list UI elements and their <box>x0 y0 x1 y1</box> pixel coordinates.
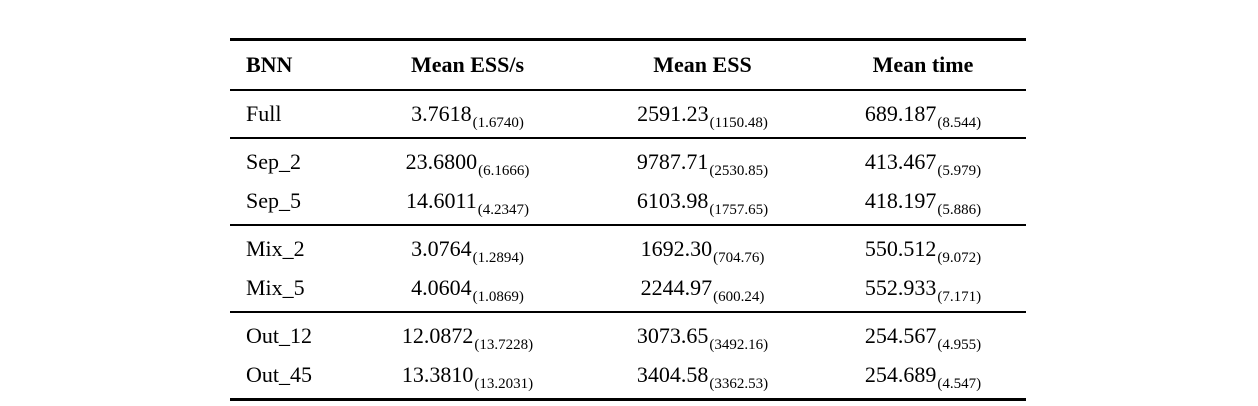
value-sd: (4.2347) <box>477 201 529 218</box>
table-row: Full 3.7618(1.6740) 2591.23(1150.48) 689… <box>230 90 1026 138</box>
value-sd: (7.171) <box>937 288 982 305</box>
value-mean: 3073.65 <box>636 322 709 348</box>
table-header: BNN Mean ESS/s Mean ESS Mean time <box>230 40 1026 90</box>
cell-mean-ess-per-s: 3.7618(1.6740) <box>350 90 585 138</box>
group-sep: Sep_2 23.6800(6.1666) 9787.71(2530.85) 4… <box>230 138 1026 225</box>
value-mean: 418.197 <box>864 187 937 213</box>
group-full: Full 3.7618(1.6740) 2591.23(1150.48) 689… <box>230 90 1026 138</box>
bnn-label: Out_12 <box>246 322 312 348</box>
value-sd: (6.1666) <box>478 162 530 179</box>
value-sd: (8.544) <box>937 114 982 131</box>
value-mean: 552.933 <box>864 274 937 300</box>
cell-mean-time: 254.567(4.955) <box>820 312 1026 355</box>
value-mean: 254.689 <box>864 361 937 387</box>
cell-mean-time: 552.933(7.171) <box>820 268 1026 312</box>
value-sd: (704.76) <box>713 249 765 266</box>
value-mean: 689.187 <box>864 100 937 126</box>
value-mean: 9787.71 <box>636 148 709 174</box>
col-header-mean-ess: Mean ESS <box>653 52 752 77</box>
bnn-label: Mix_2 <box>246 235 305 261</box>
table-row: Sep_2 23.6800(6.1666) 9787.71(2530.85) 4… <box>230 138 1026 181</box>
cell-mean-ess-per-s: 13.3810(13.2031) <box>350 355 585 400</box>
col-header-mean-ess-per-s: Mean ESS/s <box>410 52 525 77</box>
cell-mean-ess: 1692.30(704.76) <box>585 225 820 268</box>
value-mean: 6103.98 <box>636 187 709 213</box>
value-mean: 2591.23 <box>637 100 709 126</box>
group-mix: Mix_2 3.0764(1.2894) 1692.30(704.76) 550… <box>230 225 1026 312</box>
value-mean: 1692.30 <box>640 235 713 261</box>
value-sd: (5.979) <box>937 162 982 179</box>
bnn-label: Mix_5 <box>246 274 305 300</box>
bnn-label: Sep_5 <box>246 187 301 213</box>
cell-mean-ess-per-s: 4.0604(1.0869) <box>350 268 585 312</box>
value-sd: (2530.85) <box>709 162 769 179</box>
cell-mean-ess: 3073.65(3492.16) <box>585 312 820 355</box>
value-sd: (1757.65) <box>709 201 769 218</box>
value-sd: (13.7228) <box>474 336 534 353</box>
cell-mean-ess-per-s: 12.0872(13.7228) <box>350 312 585 355</box>
col-header-bnn: BNN <box>246 52 293 77</box>
value-sd: (3362.53) <box>709 375 769 392</box>
value-mean: 13.3810 <box>401 361 474 387</box>
value-sd: (1.2894) <box>472 249 524 266</box>
value-mean: 254.567 <box>864 322 937 348</box>
results-table-container: BNN Mean ESS/s Mean ESS Mean time Full 3… <box>230 38 1026 401</box>
value-mean: 2244.97 <box>640 274 713 300</box>
value-sd: (1.0869) <box>472 288 524 305</box>
value-mean: 550.512 <box>864 235 937 261</box>
value-sd: (1.6740) <box>472 114 524 131</box>
header-row: BNN Mean ESS/s Mean ESS Mean time <box>230 40 1026 90</box>
cell-mean-ess: 2244.97(600.24) <box>585 268 820 312</box>
value-mean: 4.0604 <box>411 274 472 300</box>
cell-mean-time: 413.467(5.979) <box>820 138 1026 181</box>
table-row: Sep_5 14.6011(4.2347) 6103.98(1757.65) 4… <box>230 181 1026 225</box>
bnn-label: Out_45 <box>246 361 312 387</box>
value-sd: (13.2031) <box>474 375 534 392</box>
value-sd: (4.955) <box>937 336 982 353</box>
group-out: Out_12 12.0872(13.7228) 3073.65(3492.16)… <box>230 312 1026 400</box>
value-mean: 14.6011 <box>406 187 477 213</box>
cell-mean-ess: 9787.71(2530.85) <box>585 138 820 181</box>
value-sd: (9.072) <box>937 249 982 266</box>
cell-mean-ess-per-s: 23.6800(6.1666) <box>350 138 585 181</box>
cell-mean-time: 550.512(9.072) <box>820 225 1026 268</box>
value-mean: 3.0764 <box>411 235 472 261</box>
cell-mean-ess: 3404.58(3362.53) <box>585 355 820 400</box>
table-row: Mix_2 3.0764(1.2894) 1692.30(704.76) 550… <box>230 225 1026 268</box>
cell-mean-ess: 2591.23(1150.48) <box>585 90 820 138</box>
cell-mean-ess-per-s: 14.6011(4.2347) <box>350 181 585 225</box>
value-mean: 413.467 <box>864 148 937 174</box>
bnn-label: Sep_2 <box>246 148 301 174</box>
value-mean: 12.0872 <box>401 322 474 348</box>
cell-mean-time: 254.689(4.547) <box>820 355 1026 400</box>
cell-mean-time: 689.187(8.544) <box>820 90 1026 138</box>
col-header-mean-time: Mean time <box>872 52 974 77</box>
value-sd: (3492.16) <box>709 336 769 353</box>
value-mean: 3.7618 <box>411 100 472 126</box>
value-mean: 3404.58 <box>636 361 709 387</box>
value-sd: (4.547) <box>937 375 982 392</box>
value-mean: 23.6800 <box>405 148 478 174</box>
bnn-label: Full <box>246 100 282 126</box>
bnn-ess-results-table: BNN Mean ESS/s Mean ESS Mean time Full 3… <box>230 38 1026 401</box>
value-sd: (600.24) <box>713 288 765 305</box>
value-sd: (5.886) <box>937 201 982 218</box>
cell-mean-time: 418.197(5.886) <box>820 181 1026 225</box>
table-row: Out_12 12.0872(13.7228) 3073.65(3492.16)… <box>230 312 1026 355</box>
cell-mean-ess: 6103.98(1757.65) <box>585 181 820 225</box>
cell-mean-ess-per-s: 3.0764(1.2894) <box>350 225 585 268</box>
value-sd: (1150.48) <box>709 114 768 131</box>
table-row: Out_45 13.3810(13.2031) 3404.58(3362.53)… <box>230 355 1026 400</box>
table-row: Mix_5 4.0604(1.0869) 2244.97(600.24) 552… <box>230 268 1026 312</box>
